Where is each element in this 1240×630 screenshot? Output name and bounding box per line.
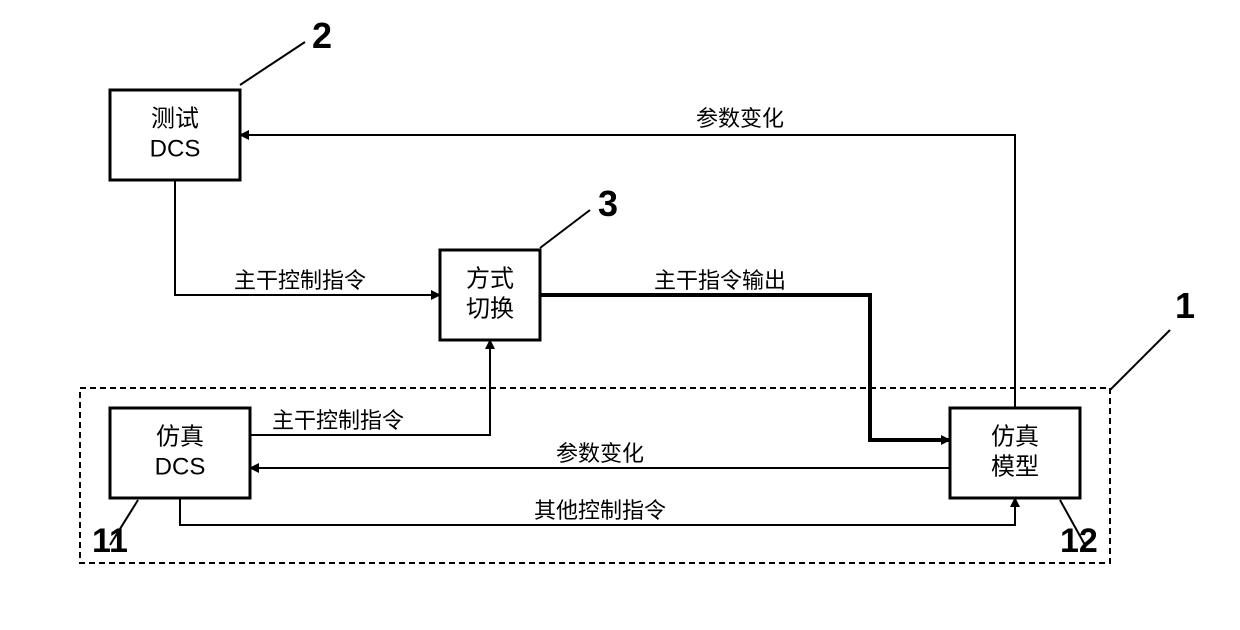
edge-label-sim_dcs_to_mode_switch: 主干控制指令 (272, 408, 404, 433)
edge-mode_switch_to_sim_model (540, 295, 950, 440)
ref-label-sim_model: 12 (1060, 522, 1098, 560)
ref-label-1: 1 (1175, 285, 1195, 326)
ref-label-mode_switch: 3 (598, 183, 618, 224)
edge-label-mode_switch_to_sim_model: 主干指令输出 (654, 268, 786, 293)
edge-label-sim_model_to_test_dcs: 参数变化 (696, 106, 784, 131)
node-label-sim_model-1: 模型 (991, 453, 1039, 480)
node-label-mode_switch-1: 切换 (466, 295, 514, 322)
system-diagram: 1参数变化主干控制指令主干指令输出主干控制指令参数变化其他控制指令测试DCS2方… (0, 0, 1240, 630)
node-label-sim_dcs-0: 仿真 (156, 423, 204, 450)
ref-label-sim_dcs: 11 (92, 522, 128, 560)
edge-label-sim_dcs_to_sim_model_other: 其他控制指令 (534, 498, 666, 523)
edge-label-sim_model_to_sim_dcs: 参数变化 (556, 441, 644, 466)
node-label-sim_model-0: 仿真 (991, 423, 1039, 450)
node-label-test_dcs-1: DCS (150, 135, 201, 162)
node-label-test_dcs-0: 测试 (151, 105, 199, 132)
ref-label-test_dcs: 2 (312, 15, 332, 56)
node-label-mode_switch-0: 方式 (466, 265, 514, 292)
node-label-sim_dcs-1: DCS (155, 453, 206, 480)
edge-label-test_dcs_to_mode_switch: 主干控制指令 (234, 268, 366, 293)
